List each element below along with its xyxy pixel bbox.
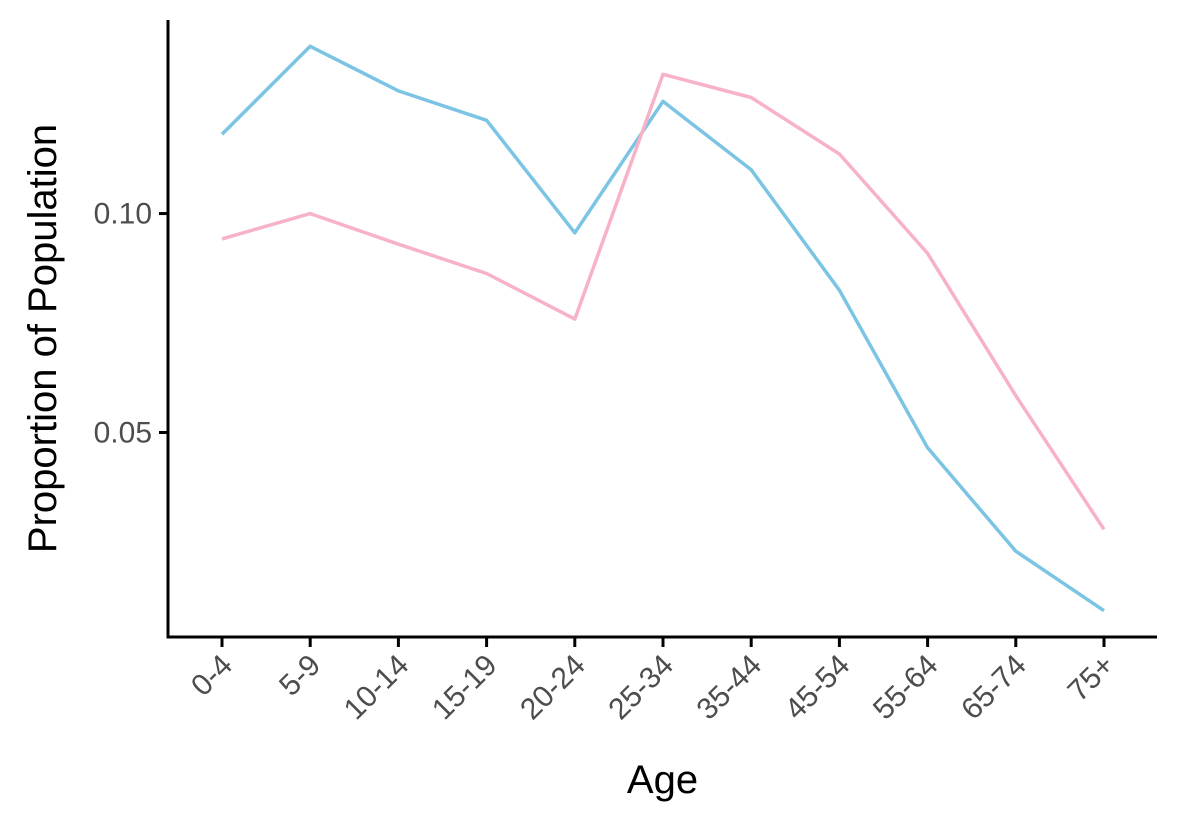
series-layer [220,44,1106,613]
x-tick-label: 10-14 [338,649,416,727]
x-tick-label: 0-4 [185,649,239,703]
x-tick-label: 65-74 [955,649,1033,727]
x-tick-label: 5-9 [273,649,327,703]
y-axis-title: Proportion of Population [21,124,65,553]
x-tick-label: 45-54 [779,649,857,727]
x-tick-label: 35-44 [691,649,769,727]
x-tick-label: 25-34 [602,649,680,727]
x-axis-title: Age [627,758,698,802]
series-line-2 [221,72,1106,531]
ticks-layer: 0.05 0.10 0-4 5-9 10-14 15-19 20-24 25-34 35-44 4… [94,198,1121,727]
x-tick-label: 15-19 [426,649,504,727]
axes-layer [166,20,1157,639]
x-tick-label: 75+ [1062,649,1121,708]
series-line-1 [220,44,1105,613]
y-tick-label: 0.05 [94,417,152,450]
y-tick-label: 0.10 [94,198,152,231]
x-tick-label: 55-64 [867,649,945,727]
x-tick-label: 20-24 [514,649,592,727]
